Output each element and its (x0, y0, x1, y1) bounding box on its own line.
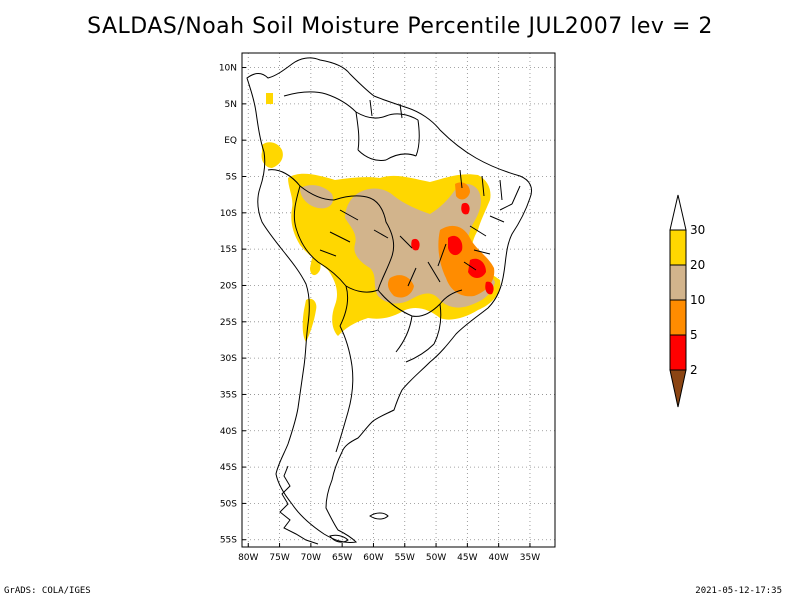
plot-frame (241, 52, 556, 548)
footer-credit: GrADS: COLA/IGES (4, 586, 91, 596)
shade-2-5-b (468, 258, 486, 278)
lat-tick-label: 25S (220, 318, 237, 328)
lat-tick-label: 15S (220, 245, 237, 255)
lat-tick-label: 30S (220, 354, 237, 364)
colorbar-label: 5 (690, 328, 698, 342)
colorbar-label: 30 (690, 223, 705, 237)
lon-tick-label: 75W (269, 553, 289, 563)
shade-2-5-d (485, 281, 494, 295)
falkland-islands (369, 512, 389, 520)
colorbar-label: 10 (690, 293, 705, 307)
lat-tick-label: 45S (220, 463, 237, 473)
chilean-archipelago (279, 465, 319, 545)
colorbar: 2 5 10 20 30 (669, 194, 705, 408)
lon-tick-label: 40W (488, 553, 508, 563)
lon-tick-label: 35W (520, 553, 540, 563)
lat-tick-label: 5S (226, 173, 238, 183)
percentile-shading (261, 93, 501, 342)
colorbar-bottom-arrow (669, 369, 687, 408)
lon-tick-label: 55W (395, 553, 415, 563)
colorbar-segment (669, 299, 687, 336)
south-america-coastline (246, 57, 533, 543)
map-content (246, 57, 533, 545)
colorbar-segment (669, 264, 687, 301)
lon-tick-label: 60W (363, 553, 383, 563)
coastlines-and-borders (246, 57, 533, 545)
lon-tick-label: 70W (301, 553, 321, 563)
colorbar-segment (669, 229, 687, 266)
country-borders (267, 91, 521, 453)
map-axes: 10N 5N EQ 5S 10S 15S 20S 25S 30S 35S 40S 45S 50S 55S8… (219, 64, 540, 563)
shade-2-5-e (411, 238, 420, 251)
shade-2-5-c (461, 202, 470, 215)
lat-tick-label: EQ (224, 136, 237, 146)
shade-20-30-patch (266, 93, 273, 104)
gridlines (242, 53, 555, 547)
colorbar-segment (669, 334, 687, 371)
tierra-del-fuego (329, 534, 349, 543)
lon-tick-label: 80W (238, 553, 258, 563)
lat-tick-label: 5N (225, 100, 237, 110)
lat-tick-label: 10N (219, 64, 237, 74)
shade-20-30-andes-a (302, 298, 317, 342)
footer-timestamp: 2021-05-12-17:35 (695, 586, 782, 596)
lon-tick-label: 65W (332, 553, 352, 563)
lat-tick-label: 10S (220, 209, 237, 219)
colorbar-label: 2 (690, 363, 698, 377)
lat-tick-label: 40S (220, 427, 237, 437)
colorbar-label: 20 (690, 258, 705, 272)
colorbar-top-arrow (669, 194, 687, 231)
shade-5-10-northeast (455, 182, 470, 200)
chart-title: SALDAS/Noah Soil Moisture Percentile JUL… (87, 14, 713, 39)
lon-tick-label: 45W (457, 553, 477, 563)
shade-2-5-a (448, 235, 463, 256)
shade-20-30-north (261, 142, 283, 168)
shade-5-10-south (387, 275, 414, 298)
shade-10-20-west (300, 185, 334, 209)
lat-tick-label: 35S (220, 390, 237, 400)
lat-tick-label: 55S (220, 536, 237, 546)
lat-tick-label: 20S (220, 281, 237, 291)
lon-tick-label: 50W (426, 553, 446, 563)
lat-tick-label: 50S (220, 499, 237, 509)
